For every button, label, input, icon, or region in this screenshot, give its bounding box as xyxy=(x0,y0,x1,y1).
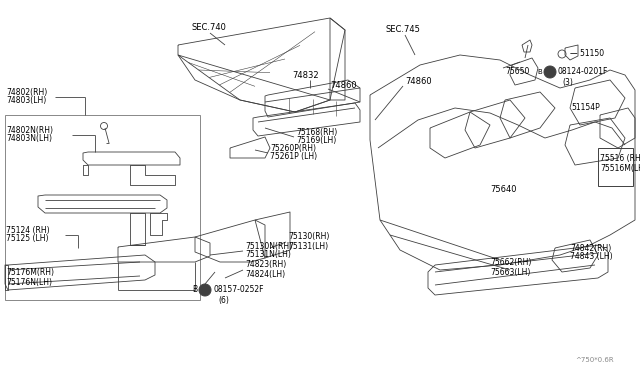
Text: 74823(RH): 74823(RH) xyxy=(245,260,286,269)
Text: 75516 (RH): 75516 (RH) xyxy=(600,154,640,163)
Text: 74803(LH): 74803(LH) xyxy=(6,96,46,106)
Text: 08157-0252F: 08157-0252F xyxy=(213,285,264,295)
Bar xyxy=(598,148,633,186)
Text: B: B xyxy=(538,69,542,75)
Text: 75260P(RH): 75260P(RH) xyxy=(270,144,316,153)
Circle shape xyxy=(544,66,556,78)
Text: 75662(RH): 75662(RH) xyxy=(490,257,531,266)
Text: 75176N(LH): 75176N(LH) xyxy=(6,278,52,286)
Text: 51154P: 51154P xyxy=(572,103,600,112)
Text: 75131N(LH): 75131N(LH) xyxy=(245,250,291,260)
Text: 74842(RH): 74842(RH) xyxy=(570,244,611,253)
Text: — 51150: — 51150 xyxy=(570,48,604,58)
Circle shape xyxy=(199,284,211,296)
Text: 75168(RH): 75168(RH) xyxy=(296,128,337,137)
Text: 75516M(LH): 75516M(LH) xyxy=(600,164,640,173)
Text: 74832: 74832 xyxy=(292,71,319,80)
Text: 75650: 75650 xyxy=(505,67,529,77)
Text: 08124-0201F: 08124-0201F xyxy=(558,67,609,77)
Text: B: B xyxy=(193,285,198,295)
Text: 74802(RH): 74802(RH) xyxy=(6,87,47,96)
Text: 75125 (LH): 75125 (LH) xyxy=(6,234,49,244)
Text: 75169(LH): 75169(LH) xyxy=(296,137,336,145)
Bar xyxy=(5,115,200,300)
Text: 74860: 74860 xyxy=(330,80,356,90)
Text: (6): (6) xyxy=(218,295,229,305)
Text: 75261P (LH): 75261P (LH) xyxy=(270,153,317,161)
Text: ^750*0.6R: ^750*0.6R xyxy=(575,357,614,363)
Text: 74843 (LH): 74843 (LH) xyxy=(570,253,612,262)
Text: SEC.740: SEC.740 xyxy=(192,23,227,32)
Text: (3): (3) xyxy=(562,77,573,87)
Text: 75176M(RH): 75176M(RH) xyxy=(6,269,54,278)
Text: 75663(LH): 75663(LH) xyxy=(490,267,531,276)
Text: 75124 (RH): 75124 (RH) xyxy=(6,225,50,234)
Text: 75130N(RH): 75130N(RH) xyxy=(245,241,292,250)
Text: 74802N(RH): 74802N(RH) xyxy=(6,125,53,135)
Text: 75130(RH): 75130(RH) xyxy=(288,232,330,241)
Text: 75131(LH): 75131(LH) xyxy=(288,241,328,250)
Text: SEC.745: SEC.745 xyxy=(385,26,420,35)
Text: 74860: 74860 xyxy=(405,77,431,87)
Text: 74824(LH): 74824(LH) xyxy=(245,269,285,279)
Text: 74803N(LH): 74803N(LH) xyxy=(6,135,52,144)
Text: 75640: 75640 xyxy=(490,186,516,195)
